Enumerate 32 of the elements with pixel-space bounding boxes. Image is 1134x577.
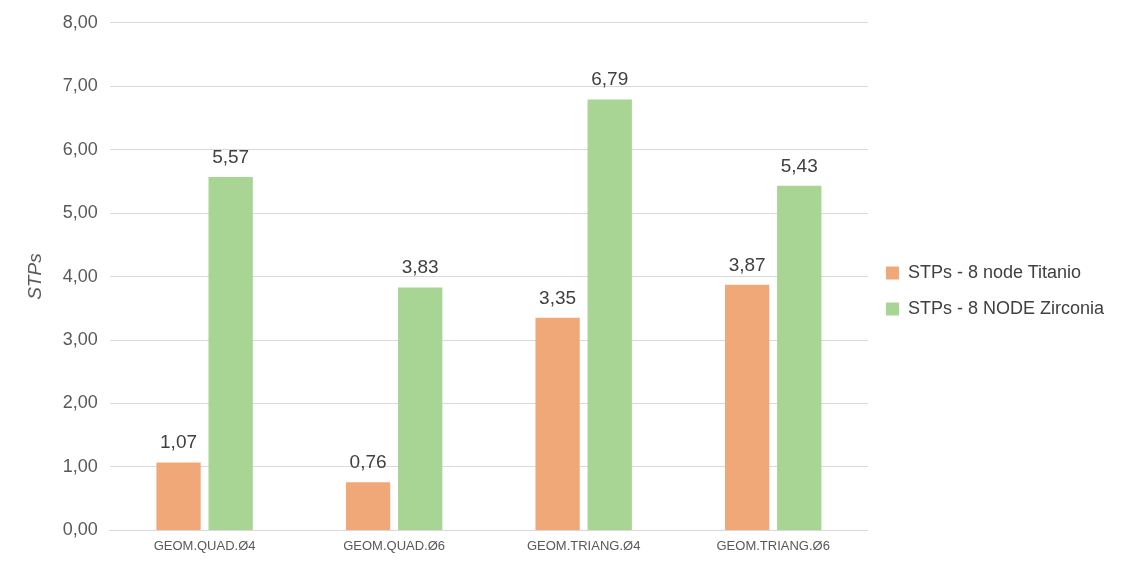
y-tick-label: 1,00 — [62, 455, 98, 476]
y-tick-label: 3,00 — [62, 329, 98, 350]
bar — [535, 317, 580, 530]
y-tick-label: 2,00 — [62, 392, 98, 413]
x-tick-label: GEOM.QUAD.Ø4 — [153, 537, 256, 553]
data-label: 3,83 — [401, 256, 439, 278]
legend-label: STPs - 8 node Titanio — [907, 261, 1082, 282]
x-tick-label: GEOM.QUAD.Ø6 — [343, 537, 446, 553]
data-label: 6,79 — [591, 68, 629, 90]
y-axis-title: STPs — [23, 252, 45, 300]
y-tick-label: 5,00 — [62, 202, 98, 223]
x-tick-label: GEOM.TRIANG.Ø4 — [526, 537, 641, 553]
x-tick-label: GEOM.TRIANG.Ø6 — [716, 537, 830, 553]
data-label: 3,35 — [539, 286, 577, 308]
legend-label: STPs - 8 NODE Zirconia — [907, 297, 1105, 318]
data-label: 3,87 — [728, 253, 766, 275]
bar — [587, 99, 632, 530]
bar — [724, 284, 770, 530]
y-tick-label: 4,00 — [62, 265, 98, 286]
data-label: 5,43 — [780, 154, 818, 176]
data-label: 1,07 — [160, 431, 198, 453]
bar — [156, 462, 201, 530]
y-tick-label: 6,00 — [62, 138, 98, 159]
bar — [777, 185, 822, 530]
bar — [398, 287, 443, 530]
y-tick-label: 8,00 — [62, 11, 98, 32]
bar — [208, 176, 253, 530]
y-tick-label: 0,00 — [62, 519, 98, 540]
data-label: 0,76 — [349, 450, 387, 472]
bar — [345, 482, 391, 530]
y-tick-label: 7,00 — [62, 75, 98, 96]
data-label: 5,57 — [212, 145, 250, 167]
